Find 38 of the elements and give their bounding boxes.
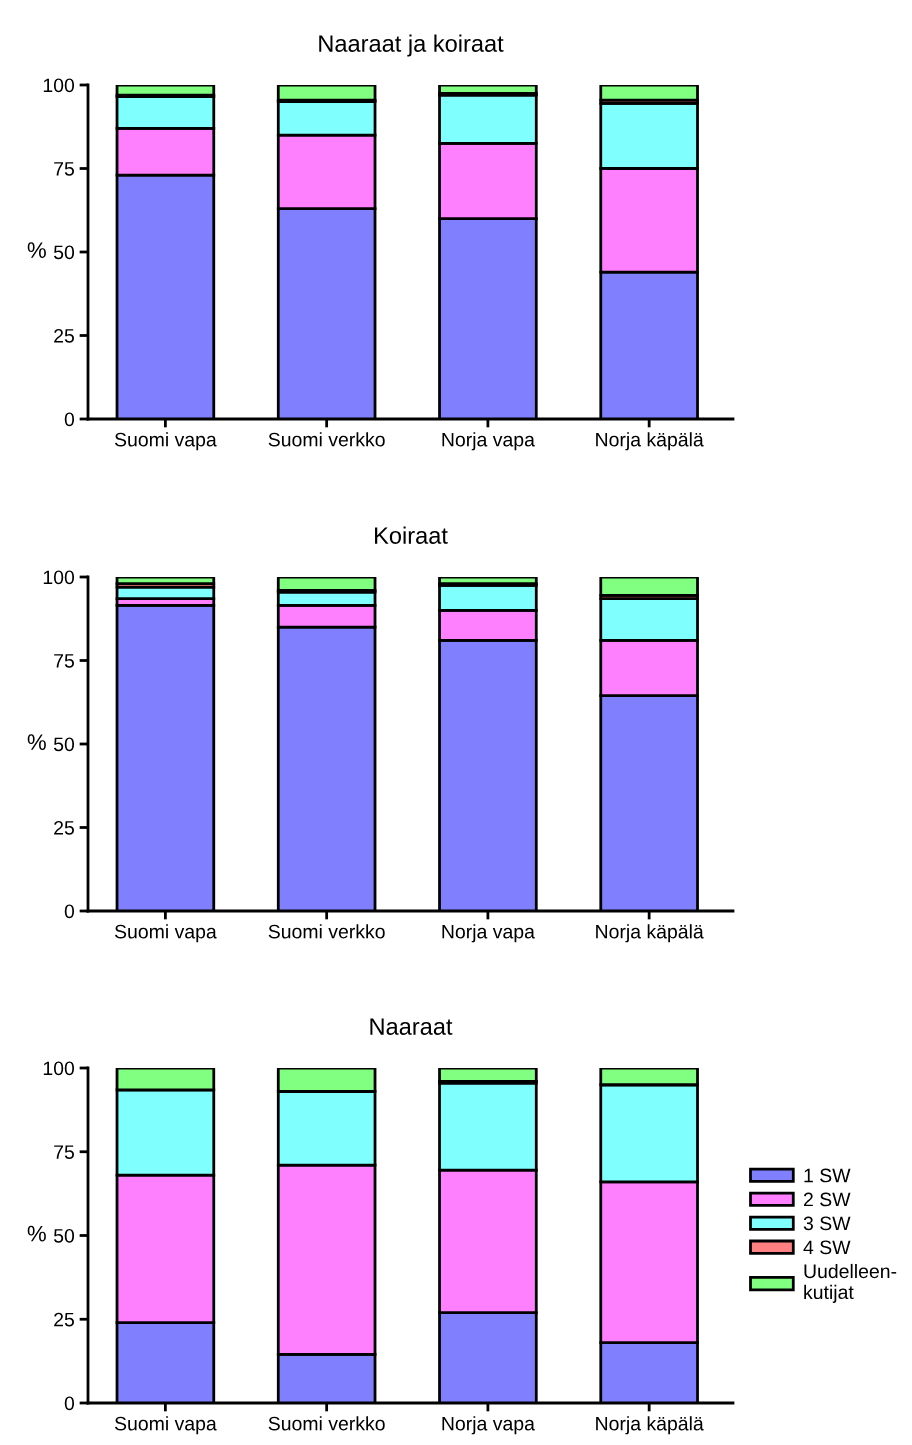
- y-axis-title: %: [27, 242, 46, 258]
- legend-label: 4 SW: [803, 1240, 851, 1255]
- y-tick-label: 50: [53, 737, 75, 752]
- chart-title: Naaraat ja koiraat: [319, 34, 504, 57]
- y-tick-label: 100: [43, 1061, 75, 1076]
- x-tick-label: Norja vapa: [442, 924, 535, 943]
- chart-title: Naaraat: [370, 1018, 453, 1035]
- x-tick-label: Suomi verkko: [268, 924, 385, 939]
- y-tick-label: 0: [64, 904, 75, 919]
- x-tick-label: Norja käpälä: [596, 432, 704, 451]
- x-tick-label: Norja käpälä: [596, 924, 704, 943]
- y-tick-label: 0: [64, 1396, 75, 1411]
- x-tick-label: Suomi verkko: [268, 432, 385, 447]
- y-tick-label: 75: [54, 1145, 74, 1159]
- legend-label: 1 SW: [804, 1168, 851, 1183]
- x-tick-label: Suomi vapa: [114, 924, 217, 943]
- y-tick-label: 100: [43, 570, 75, 585]
- legend-label: 2 SW: [803, 1192, 851, 1207]
- y-tick-label: 25: [54, 1312, 74, 1327]
- y-tick-label: 25: [54, 328, 74, 343]
- chart-title: Koiraat: [375, 526, 448, 544]
- y-tick-label: 75: [54, 654, 74, 668]
- x-tick-label: Norja vapa: [442, 432, 535, 451]
- y-tick-label: 50: [53, 245, 75, 260]
- y-axis-title: %: [27, 734, 46, 750]
- y-tick-label: 100: [43, 78, 75, 93]
- y-tick-label: 0: [64, 412, 75, 427]
- legend-label: 3 SW: [803, 1216, 851, 1231]
- y-tick-label: 75: [54, 162, 74, 176]
- y-tick-label: 50: [53, 1228, 75, 1243]
- x-tick-label: Suomi vapa: [114, 1416, 217, 1435]
- x-tick-label: Suomi verkko: [268, 1416, 385, 1431]
- y-axis-title: %: [27, 1225, 46, 1242]
- y-tick-label: 25: [54, 820, 74, 835]
- x-tick-label: Norja käpälä: [596, 1416, 704, 1435]
- x-tick-label: Norja vapa: [442, 1416, 535, 1435]
- legend-label: Uudelleen- kutijat: [804, 1263, 897, 1303]
- x-tick-label: Suomi vapa: [114, 432, 217, 451]
